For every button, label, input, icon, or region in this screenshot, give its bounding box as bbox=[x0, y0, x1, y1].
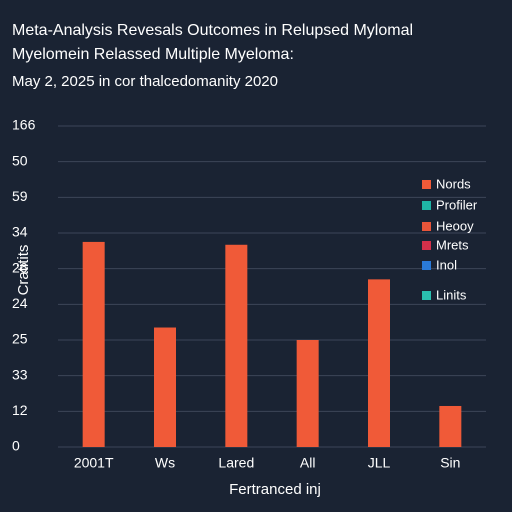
legend-swatch bbox=[422, 201, 431, 210]
legend-swatch bbox=[422, 291, 431, 300]
bar bbox=[225, 244, 248, 447]
y-axis-label: Cratitits bbox=[15, 245, 32, 296]
y-tick-label: 25 bbox=[12, 331, 28, 347]
y-tick-label: 33 bbox=[12, 366, 28, 382]
x-tick-label: 2001T bbox=[74, 455, 114, 471]
bar bbox=[82, 241, 105, 447]
bar bbox=[296, 340, 319, 447]
legend-swatch bbox=[422, 180, 431, 189]
legend-swatch bbox=[422, 241, 431, 250]
y-tick-label: 24 bbox=[12, 295, 28, 311]
bar bbox=[154, 327, 176, 447]
legend-swatch bbox=[422, 222, 431, 231]
y-tick-label: 26 bbox=[12, 259, 28, 275]
y-tick-label: 12 bbox=[12, 402, 28, 418]
bar bbox=[439, 405, 462, 447]
legend-label: Profiler bbox=[436, 197, 478, 212]
chart-subtitle: May 2, 2025 in cor thalcedomanity 2020 bbox=[12, 73, 278, 90]
legend-label: Nords bbox=[436, 176, 471, 191]
legend-label: Inol bbox=[436, 257, 457, 272]
legend-swatch bbox=[422, 261, 431, 270]
y-tick-label: 34 bbox=[12, 224, 28, 240]
y-tick-label: 0 bbox=[12, 438, 20, 454]
legend-label: Heooy bbox=[436, 218, 474, 233]
chart-title: Myelomein Relassed Multiple Myeloma: bbox=[12, 46, 294, 63]
y-tick-label: 50 bbox=[12, 152, 28, 168]
x-tick-label: JLL bbox=[368, 455, 391, 471]
bar bbox=[368, 279, 390, 447]
chart-title: Meta-Analysis Revesals Outcomes in Relup… bbox=[12, 22, 413, 39]
x-tick-label: Lared bbox=[218, 455, 254, 471]
y-tick-label: 166 bbox=[12, 117, 36, 133]
legend-label: Linits bbox=[436, 287, 467, 302]
y-tick-label: 59 bbox=[12, 188, 28, 204]
x-axis-label: Fertranced inj bbox=[229, 481, 321, 498]
legend-label: Mrets bbox=[436, 237, 469, 252]
x-tick-label: All bbox=[300, 455, 316, 471]
x-tick-label: Sin bbox=[440, 455, 460, 471]
x-tick-label: Ws bbox=[155, 455, 175, 471]
